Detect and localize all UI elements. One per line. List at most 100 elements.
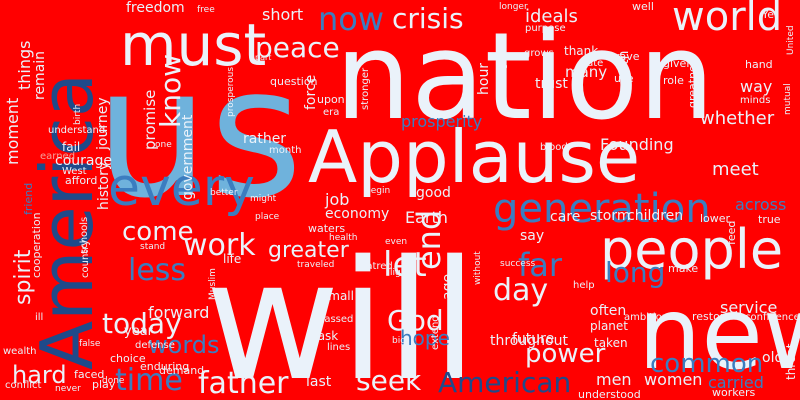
cloud-word: remain	[32, 51, 48, 100]
cloud-word: well	[632, 0, 654, 13]
cloud-word: ideals	[525, 6, 578, 27]
cloud-word: say	[520, 228, 544, 244]
cloud-word: play	[92, 378, 116, 391]
cloud-word: free	[197, 5, 215, 15]
cloud-word: crisis	[392, 2, 464, 35]
cloud-word: fail	[62, 140, 80, 154]
cloud-word: hope	[400, 326, 450, 350]
cloud-word: brave	[608, 50, 640, 63]
cloud-word: waters	[308, 222, 345, 235]
cloud-word: power	[525, 339, 606, 369]
cloud-word: small	[322, 289, 354, 303]
cloud-word: year	[124, 324, 154, 339]
cloud-word: health	[329, 233, 358, 243]
cloud-word: choice	[110, 352, 146, 365]
cloud-word: people	[600, 218, 783, 281]
cloud-word: us	[95, 29, 303, 238]
cloud-word: life	[223, 252, 241, 266]
cloud-word: nation	[335, 8, 714, 147]
cloud-word: earned	[40, 151, 75, 162]
cloud-word: schools	[79, 217, 90, 254]
cloud-word: generation	[493, 186, 711, 232]
cloud-word: old	[762, 350, 783, 366]
cloud-word: children	[627, 208, 683, 224]
cloud-word: role	[663, 74, 684, 87]
cloud-word: stand	[140, 242, 165, 252]
cloud-word: one	[155, 140, 172, 150]
cloud-word: begin	[365, 186, 390, 196]
cloud-word: grows	[524, 48, 554, 59]
cloud-word: given	[663, 57, 693, 70]
cloud-word: last	[306, 374, 332, 390]
cloud-word: true	[758, 213, 781, 226]
cloud-word: American	[438, 366, 571, 399]
cloud-word: world	[672, 0, 782, 40]
cloud-word: many	[565, 63, 607, 81]
cloud-word: part	[255, 53, 271, 62]
cloud-word: West	[62, 166, 87, 177]
cloud-word: better	[210, 188, 238, 198]
cloud-word: wealth	[3, 346, 37, 357]
cloud-word: state	[578, 58, 603, 69]
cloud-word: light	[390, 268, 410, 278]
cloud-word: upon	[317, 93, 345, 106]
cloud-word: Applause	[308, 115, 640, 199]
cloud-word: month	[269, 145, 301, 156]
cloud-word: journey	[95, 97, 111, 151]
cloud-word: way	[740, 77, 772, 96]
cloud-word: courage	[55, 153, 112, 169]
cloud-word: economy	[325, 206, 389, 222]
cloud-word: promise	[141, 90, 159, 150]
cloud-word: freedom	[126, 0, 185, 16]
cloud-word: words	[148, 331, 220, 359]
cloud-word: throughout	[490, 333, 568, 349]
cloud-word: work	[183, 228, 256, 263]
cloud-word: passed	[318, 314, 353, 325]
cloud-word: false	[79, 339, 101, 349]
cloud-word: make	[668, 262, 698, 275]
cloud-word: will	[205, 225, 477, 400]
cloud-word: without	[473, 251, 483, 285]
cloud-word: short	[262, 5, 303, 24]
cloud-word: force	[303, 75, 319, 110]
cloud-word: extend	[430, 315, 441, 350]
cloud-word: Founding	[600, 135, 674, 154]
cloud-word: good	[416, 185, 451, 201]
cloud-word: mutual	[783, 83, 793, 115]
cloud-word: help	[573, 280, 595, 291]
cloud-word: service	[720, 298, 777, 317]
cloud-word: understood	[578, 388, 641, 400]
cloud-word: lines	[327, 342, 350, 353]
cloud-word: long	[605, 256, 665, 289]
cloud-word: enduring	[140, 360, 189, 373]
cloud-word: big	[392, 336, 406, 346]
cloud-word: whether	[700, 108, 775, 129]
cloud-word: minds	[740, 95, 770, 106]
cloud-word: America	[25, 73, 109, 370]
cloud-word: job	[324, 190, 349, 209]
cloud-word: trust	[535, 76, 568, 92]
cloud-word: history	[96, 162, 112, 210]
cloud-word: restore	[692, 310, 731, 323]
cloud-word: come	[122, 217, 194, 247]
cloud-word: ambitions	[624, 312, 673, 323]
cloud-word: Yet	[761, 8, 779, 21]
cloud-word: future	[512, 331, 554, 347]
cloud-word: longer	[499, 2, 528, 12]
cloud-word: faced	[74, 368, 104, 381]
cloud-word: threat	[784, 343, 798, 380]
cloud-word: hand	[745, 58, 773, 71]
cloud-word: conflict	[5, 380, 42, 391]
cloud-word: things	[15, 41, 34, 91]
cloud-word: use	[614, 72, 634, 85]
cloud-word: Muslim	[208, 268, 218, 300]
cloud-word: carried	[708, 373, 764, 392]
cloud-word: traveled	[297, 260, 334, 270]
cloud-word: place	[255, 212, 280, 222]
cloud-word: question	[270, 75, 318, 88]
cloud-word: meet	[712, 159, 759, 180]
cloud-word: hour	[476, 63, 492, 95]
cloud-word: let	[383, 245, 427, 285]
